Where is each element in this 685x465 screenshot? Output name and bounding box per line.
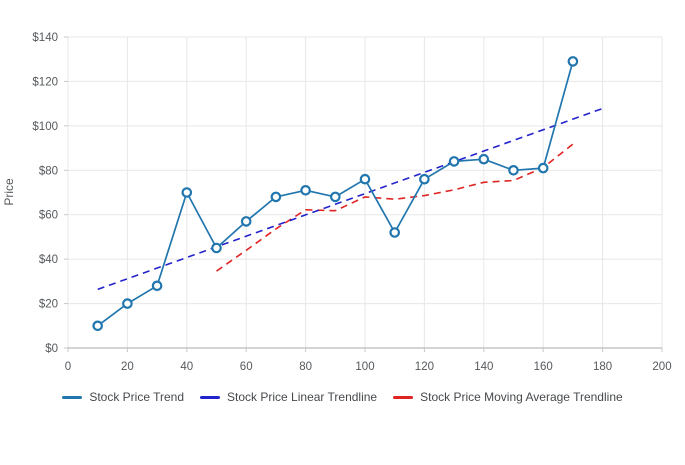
x-tick-label: 120 <box>415 361 434 373</box>
y-tick-label: $40 <box>39 254 58 266</box>
data-point-marker[interactable] <box>567 56 579 67</box>
y-axis-title: Price <box>2 178 16 206</box>
axes <box>64 36 663 352</box>
data-point-marker[interactable] <box>122 298 133 309</box>
x-tick-label: 40 <box>180 361 193 373</box>
data-point-marker[interactable] <box>478 153 490 165</box>
data-point-marker[interactable] <box>151 280 163 292</box>
legend-label: Stock Price Linear Trendline <box>227 390 378 404</box>
data-point-marker[interactable] <box>389 227 400 238</box>
series-stock-price-trend <box>92 56 579 332</box>
series-stock-price-linear-trendline <box>97 107 603 291</box>
y-tick-label: $80 <box>39 165 58 177</box>
legend-label: Stock Price Trend <box>89 390 185 404</box>
x-tick-label: 180 <box>593 361 612 373</box>
gridlines <box>67 36 663 349</box>
x-tick-label: 0 <box>65 361 71 373</box>
x-tick-label: 80 <box>299 361 312 373</box>
data-point-marker[interactable] <box>537 162 549 174</box>
data-point-marker[interactable] <box>419 173 430 185</box>
y-tick-label: $140 <box>32 32 58 44</box>
legend-swatch-linear-trendline <box>200 395 221 399</box>
data-point-marker[interactable] <box>329 191 341 203</box>
data-point-marker[interactable] <box>92 320 103 332</box>
data-point-marker[interactable] <box>448 156 460 167</box>
series-stock-price-moving-average-trendline <box>216 143 574 272</box>
legend-item-linear-trendline[interactable]: Stock Price Linear Trendline <box>200 390 377 404</box>
x-tick-label: 160 <box>534 361 553 373</box>
series-line-stock-price-linear-trendline <box>97 107 603 291</box>
y-tick-label: $20 <box>39 299 58 311</box>
chart-legend: Stock Price Trend Stock Price Linear Tre… <box>0 390 685 404</box>
y-tick-label: $100 <box>32 121 58 133</box>
data-point-marker[interactable] <box>181 187 193 198</box>
data-point-marker[interactable] <box>240 216 252 227</box>
x-tick-label: 100 <box>355 361 374 373</box>
series-layer <box>92 56 603 332</box>
data-point-marker[interactable] <box>211 242 222 254</box>
legend-label: Stock Price Moving Average Trendline <box>420 390 623 404</box>
data-point-marker[interactable] <box>270 191 282 203</box>
axis-tick-labels: $0 $20 $40 $60 $80 $100 $120 $140 0 20 40 60 80 100 12… <box>32 32 671 373</box>
legend-item-stock-price-trend[interactable]: Stock Price Trend <box>62 390 184 404</box>
series-line-stock-price-moving-average-trendline <box>216 143 574 272</box>
legend-swatch-moving-average-trendline <box>393 395 414 399</box>
x-tick-label: 20 <box>121 361 134 373</box>
y-tick-label: $120 <box>32 76 58 88</box>
x-tick-label: 140 <box>474 361 493 373</box>
data-point-marker[interactable] <box>359 173 371 185</box>
legend-item-moving-average-trendline[interactable]: Stock Price Moving Average Trendline <box>393 390 623 404</box>
legend-swatch-stock-price-trend <box>62 395 83 399</box>
x-tick-label: 60 <box>240 361 253 373</box>
chart-canvas: $0 $20 $40 $60 $80 $100 $120 $140 0 20 40 60 80 100 12… <box>2 32 672 373</box>
x-tick-label: 200 <box>652 361 671 373</box>
data-point-marker[interactable] <box>508 165 519 176</box>
data-point-marker[interactable] <box>300 185 311 196</box>
y-tick-label: $60 <box>39 210 58 222</box>
y-tick-label: $0 <box>45 343 58 355</box>
